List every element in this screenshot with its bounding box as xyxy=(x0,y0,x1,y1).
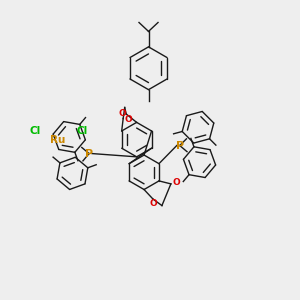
Text: P: P xyxy=(176,140,184,151)
Text: O: O xyxy=(172,178,180,187)
Text: O: O xyxy=(124,115,132,124)
Text: Ru: Ru xyxy=(50,135,65,145)
Text: P: P xyxy=(85,148,93,159)
Text: Cl: Cl xyxy=(76,126,87,136)
Text: O: O xyxy=(150,199,158,208)
Text: O: O xyxy=(119,109,127,118)
Text: Cl: Cl xyxy=(30,126,41,136)
